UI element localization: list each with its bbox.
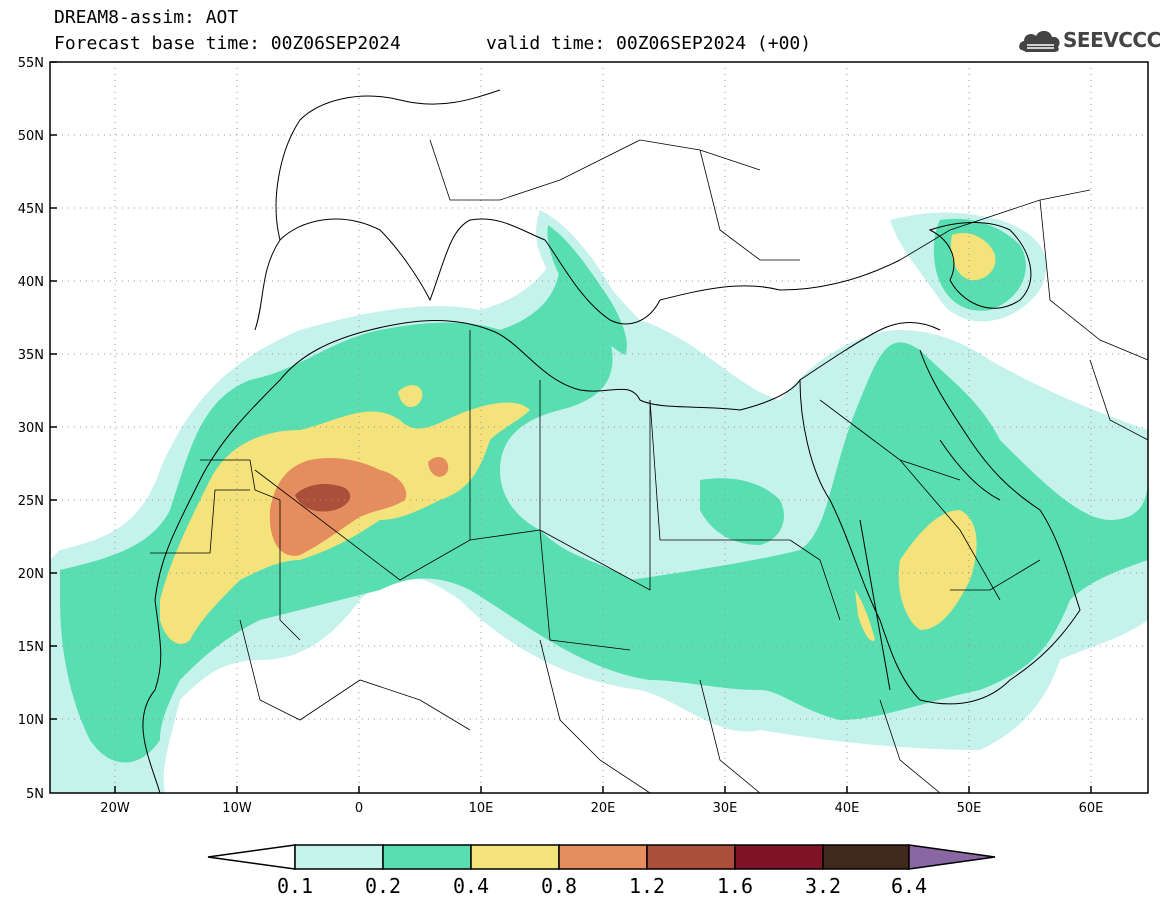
colorbar-label-6.4: 6.4	[891, 874, 927, 898]
colorbar-bin-5	[646, 844, 736, 870]
colorbar-bin-3	[470, 844, 560, 870]
colorbar-bin-4	[558, 844, 648, 870]
colorbar-bin-1	[294, 844, 384, 870]
colorbar-label-1.6: 1.6	[717, 874, 753, 898]
colorbar-label-1.2: 1.2	[629, 874, 665, 898]
colorbar-arrow-low	[207, 844, 296, 870]
aot-region-adriatic	[547, 225, 627, 355]
lat-label-40n: 40N	[18, 275, 44, 290]
colorbar-label-0.8: 0.8	[541, 874, 577, 898]
lat-label-35n: 35N	[18, 348, 44, 363]
aot-region-arabia	[898, 510, 977, 630]
lat-label-50n: 50N	[18, 129, 44, 144]
aot-region-atlas	[398, 385, 423, 408]
lat-label-55n: 55N	[18, 56, 44, 71]
colorbar	[207, 844, 996, 870]
axis-ticks	[50, 61, 1092, 793]
logo-text: SEEVCCC	[1063, 28, 1161, 52]
lon-label-50e: 50E	[957, 801, 982, 816]
latitude-labels: 55N 50N 45N 40N 35N 30N 25N 20N 15N 10N …	[18, 56, 44, 802]
map-title: DREAM8-assim: AOT	[54, 7, 239, 28]
lat-label-15n: 15N	[18, 640, 44, 655]
colorbar-label-3.2: 3.2	[805, 874, 841, 898]
lon-label-0: 0	[355, 801, 363, 816]
lon-label-20e: 20E	[591, 801, 616, 816]
lon-label-20w: 20W	[100, 801, 130, 816]
colorbar-label-0.2: 0.2	[365, 874, 401, 898]
colorbar-labels: 0.1 0.2 0.4 0.8 1.2 1.6 3.2 6.4	[277, 874, 927, 898]
aot-level-1.2	[295, 484, 351, 512]
colorbar-bin-7	[822, 844, 910, 870]
aot-region-egypt	[700, 478, 784, 545]
lat-label-45n: 45N	[18, 202, 44, 217]
aot-region-algeria-spot	[428, 456, 449, 477]
aot-region-red-sea	[855, 590, 875, 641]
lat-label-25n: 25N	[18, 494, 44, 509]
lat-label-5n: 5N	[26, 787, 44, 802]
forecast-base-time: Forecast base time: 00Z06SEP2024	[54, 33, 401, 54]
valid-time: valid time: 00Z06SEP2024 (+00)	[486, 33, 812, 54]
aot-fields	[50, 210, 1148, 793]
longitude-labels: 20W 10W 0 10E 20E 30E 40E 50E 60E	[100, 801, 1103, 816]
cloud-logo-icon	[1019, 30, 1060, 52]
aot-region-mali-core	[295, 484, 351, 512]
lon-label-10e: 10E	[469, 801, 494, 816]
colorbar-bin-6	[734, 844, 824, 870]
colorbar-label-0.4: 0.4	[453, 874, 489, 898]
lon-label-30e: 30E	[713, 801, 738, 816]
lat-label-30n: 30N	[18, 421, 44, 436]
country-borders	[150, 139, 1148, 793]
lat-label-20n: 20N	[18, 567, 44, 582]
lon-label-60e: 60E	[1079, 801, 1104, 816]
lat-label-10n: 10N	[18, 713, 44, 728]
lon-label-10w: 10W	[222, 801, 252, 816]
colorbar-arrow-high	[908, 844, 996, 870]
colorbar-bin-2	[382, 844, 472, 870]
lon-label-40e: 40E	[835, 801, 860, 816]
aot-region-caucasus	[950, 232, 996, 281]
aot-region-north-africa	[60, 260, 1148, 763]
colorbar-label-0.1: 0.1	[277, 874, 313, 898]
